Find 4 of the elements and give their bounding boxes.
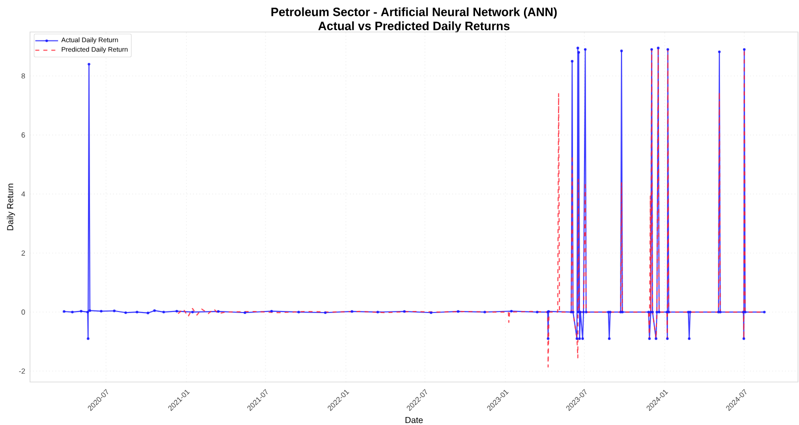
x-axis-title: Date [406, 417, 423, 424]
chart-title: Petroleum Sector - Artificial Neural Network (ANN) [271, 7, 557, 19]
y-axis-title: Daily Return [6, 184, 15, 230]
chart-subtitle: Actual vs Predicted Daily Returns [318, 21, 510, 33]
